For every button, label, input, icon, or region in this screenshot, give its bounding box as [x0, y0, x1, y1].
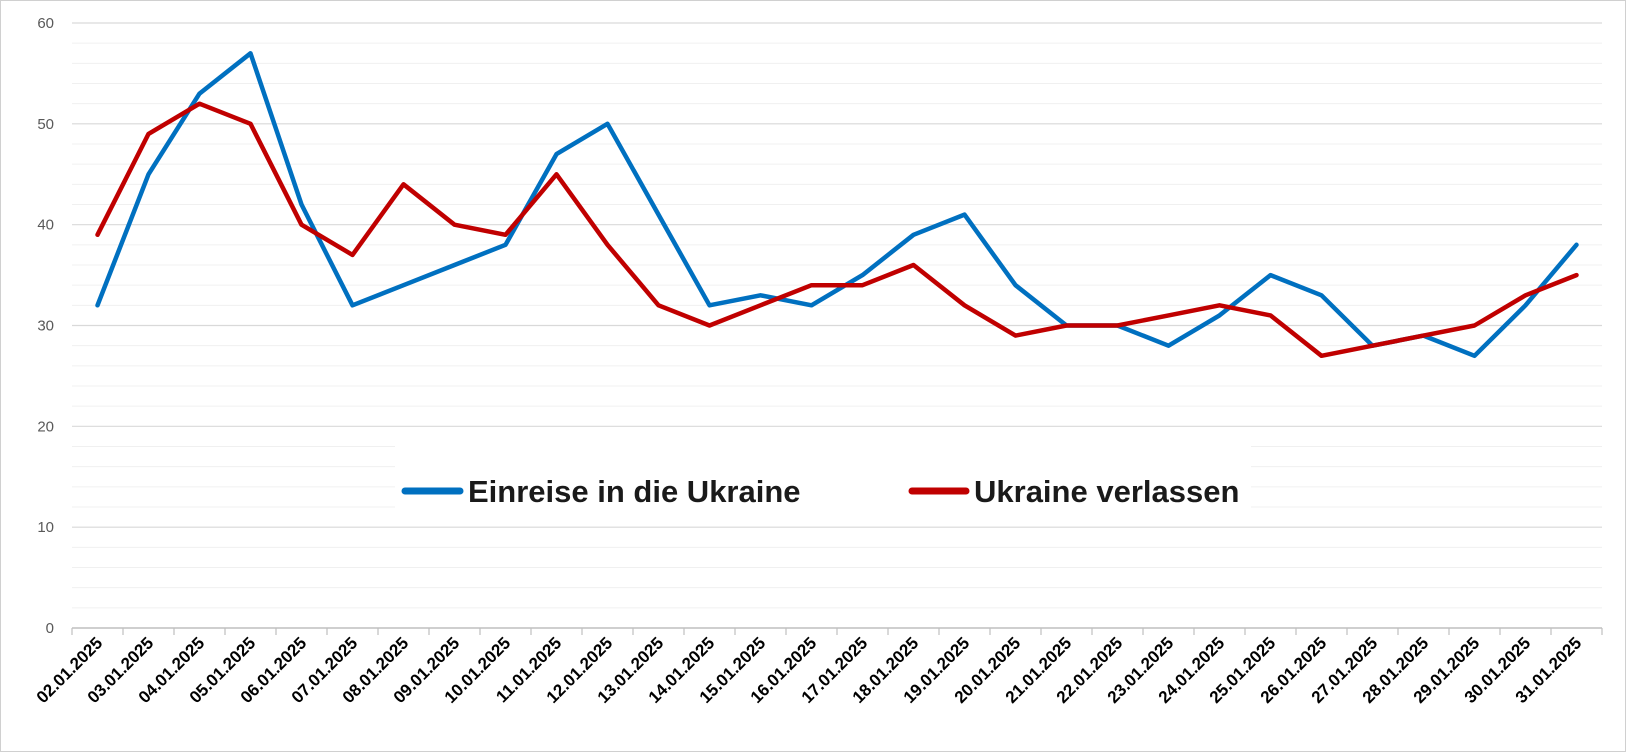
y-axis-ticks: 0 10 20 30 40 50 60: [37, 15, 54, 637]
y-tick-label: 20: [37, 418, 54, 435]
y-tick-label: 40: [37, 217, 54, 234]
series-line-verlassen: [95, 101, 1579, 359]
y-tick-label: 10: [37, 519, 54, 536]
y-tick-label: 30: [37, 318, 54, 335]
y-tick-label: 60: [37, 15, 54, 32]
y-tick-label: 0: [46, 620, 54, 637]
minor-gridlines: [72, 42, 1602, 609]
series-lines: [95, 51, 1579, 359]
major-gridlines: [72, 22, 1602, 528]
legend-background: [395, 445, 1251, 513]
legend-label-verlassen: Ukraine verlassen: [974, 474, 1239, 509]
x-axis: 02.01.202503.01.202504.01.202505.01.2025…: [33, 627, 1603, 707]
legend: Einreise in die Ukraine Ukraine verlasse…: [395, 445, 1251, 513]
series-line-einreise: [95, 51, 1579, 359]
y-tick-label: 50: [37, 116, 54, 133]
legend-label-einreise: Einreise in die Ukraine: [468, 474, 801, 509]
